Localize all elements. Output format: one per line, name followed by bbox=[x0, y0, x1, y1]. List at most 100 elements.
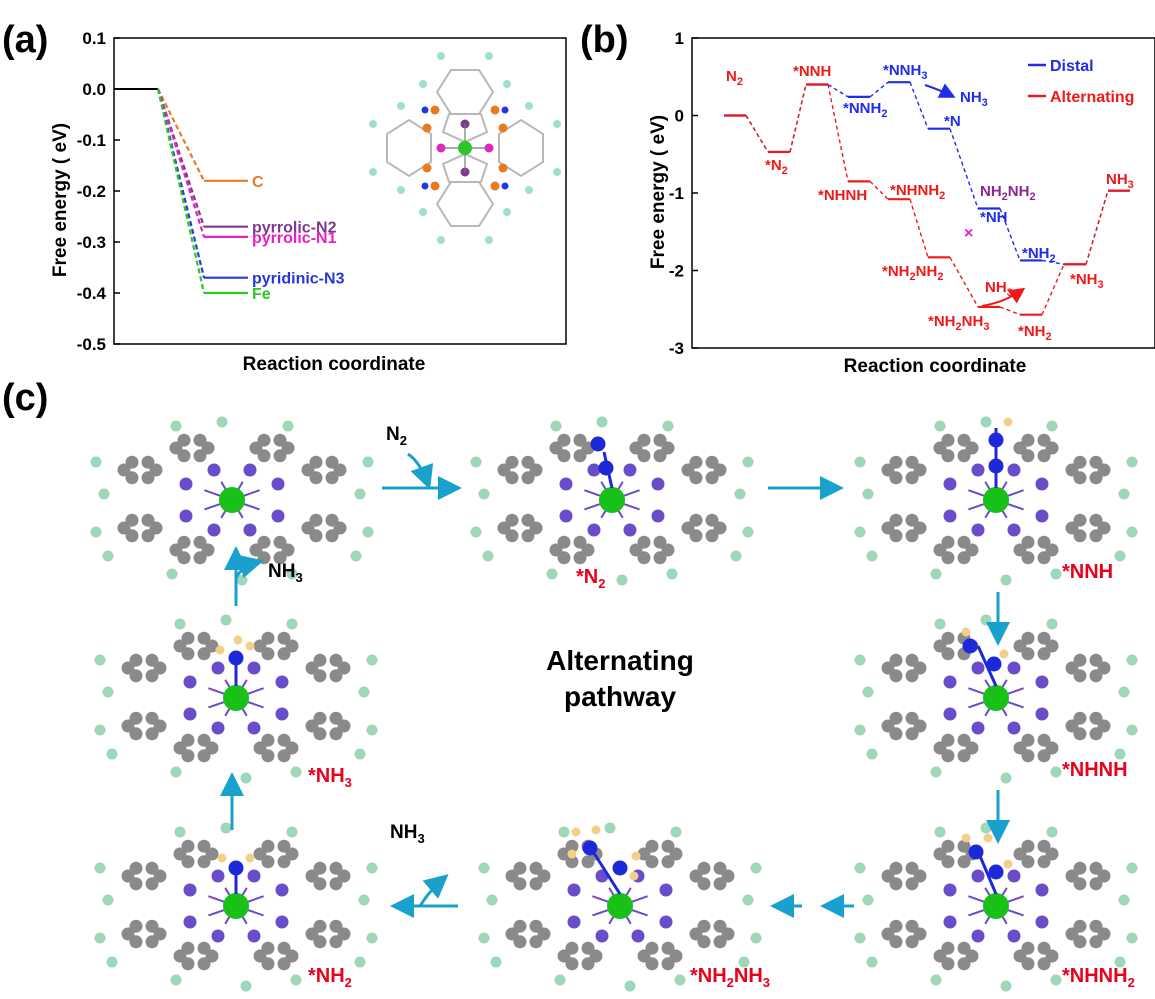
carbon-atom bbox=[521, 471, 535, 485]
carbon-atom bbox=[941, 535, 955, 549]
hydrogen-atom bbox=[624, 980, 636, 992]
hydrogen-atom bbox=[220, 822, 232, 834]
carbon-atom bbox=[277, 749, 291, 763]
hydrogen-atom bbox=[1046, 826, 1058, 838]
nitrogen-atom bbox=[587, 463, 601, 477]
nitrogen-atom bbox=[971, 869, 985, 883]
hydrogen-atom bbox=[1000, 772, 1012, 784]
carbon-atom bbox=[177, 535, 191, 549]
carbon-atom bbox=[645, 839, 659, 853]
carbon-atom bbox=[145, 919, 159, 933]
adsorbate-n-atom bbox=[988, 432, 1004, 448]
carbon-atom bbox=[957, 733, 971, 747]
carbon-atom bbox=[661, 855, 675, 869]
nitrogen-atom bbox=[247, 929, 261, 943]
hydrogen-atom bbox=[550, 420, 562, 432]
carbon-atom bbox=[145, 935, 159, 949]
adsorbate-h-atom bbox=[233, 635, 243, 645]
carbon-atom bbox=[573, 551, 587, 565]
carbon-atom bbox=[337, 661, 351, 675]
carbon-atom bbox=[193, 433, 207, 447]
carbon-atom bbox=[325, 513, 339, 527]
carbon-atom bbox=[1089, 935, 1103, 949]
carbon-atom bbox=[285, 741, 299, 755]
carbon-atom bbox=[905, 711, 919, 725]
state-label-nh2nh3: *NH2NH3 bbox=[690, 965, 770, 990]
panel-b-distal-connector bbox=[999, 208, 1021, 261]
adsorbate-n-atom bbox=[590, 436, 606, 452]
carbon-atom bbox=[889, 471, 903, 485]
panel-b-alternating-connector bbox=[1085, 190, 1109, 265]
hydrogen-atom bbox=[240, 772, 252, 784]
carbon-atom bbox=[153, 719, 167, 733]
panel-a-y-tick-label: -0.5 bbox=[77, 335, 106, 354]
panel-a-y-axis-title: Free energy ( eV) bbox=[50, 123, 71, 277]
carbon-atom bbox=[1089, 455, 1103, 469]
hydrogen-atom bbox=[1050, 974, 1062, 986]
carbon-atom bbox=[689, 927, 703, 941]
panel-c-cycle: (c) Alternating pathway *N2 *NNH *NHNH *… bbox=[2, 377, 1138, 992]
carbon-atom bbox=[721, 869, 735, 883]
carbon-atom bbox=[513, 935, 527, 949]
carbon-atom bbox=[905, 861, 919, 875]
hydrogen-atom bbox=[934, 420, 946, 432]
nitrogen-atom bbox=[211, 869, 225, 883]
carbon-atom bbox=[285, 639, 299, 653]
carbon-atom bbox=[565, 855, 579, 869]
carbon-atom bbox=[689, 869, 703, 883]
carbon-atom bbox=[273, 551, 287, 565]
carbon-atom bbox=[905, 669, 919, 683]
hydrogen-atom bbox=[1118, 686, 1130, 698]
panel-b-letter: (b) bbox=[580, 19, 629, 61]
panel-a-y-tick-label: -0.3 bbox=[77, 233, 106, 252]
hydrogen-atom bbox=[282, 420, 294, 432]
hydrogen-atom bbox=[1126, 862, 1138, 874]
carbon-atom bbox=[645, 957, 659, 971]
carbon-atom bbox=[957, 551, 971, 565]
carbon-atom bbox=[637, 535, 651, 549]
panel-b-chart: (b) 1 0 -1 -2 -3 Free energy ( eV) Reaction … bbox=[580, 19, 1155, 377]
carbon-atom bbox=[1065, 521, 1079, 535]
carbon-atom bbox=[325, 455, 339, 469]
carbon-atom bbox=[257, 535, 271, 549]
panel-b-alternating-connector bbox=[869, 180, 889, 200]
hydrogen-atom bbox=[478, 932, 490, 944]
nitrogen-atom bbox=[207, 523, 221, 537]
hydrogen-atom bbox=[742, 456, 754, 468]
carbon-atom bbox=[505, 513, 519, 527]
hydrogen-atom bbox=[980, 614, 992, 626]
carbon-atom bbox=[557, 535, 571, 549]
carbon-atom bbox=[1021, 855, 1035, 869]
carbon-atom bbox=[1037, 449, 1051, 463]
panel-b-series bbox=[724, 81, 1130, 316]
hydrogen-atom bbox=[470, 456, 482, 468]
panel-b-alternating-connector bbox=[745, 115, 769, 153]
panel-b-distal-connector bbox=[827, 83, 849, 98]
carbon-atom bbox=[889, 919, 903, 933]
hydrogen-atom bbox=[1126, 724, 1138, 736]
carbon-atom bbox=[669, 949, 683, 963]
nitrogen-atom bbox=[243, 463, 257, 477]
carbon-atom bbox=[285, 949, 299, 963]
nitrogen-atom bbox=[247, 661, 261, 675]
hydrogen-atom bbox=[290, 766, 302, 778]
carbon-atom bbox=[181, 839, 195, 853]
hydrogen-atom bbox=[854, 526, 866, 538]
carbon-atom bbox=[117, 521, 131, 535]
panel-a-x-axis-title: Reaction coordinate bbox=[243, 354, 426, 375]
carbon-atom bbox=[325, 471, 339, 485]
carbon-atom bbox=[261, 839, 275, 853]
carbon-atom bbox=[521, 513, 535, 527]
carbon-atom bbox=[309, 471, 323, 485]
panel-a-y-tick-label: -0.4 bbox=[77, 284, 107, 303]
carbon-atom bbox=[1013, 441, 1027, 455]
carbon-atom bbox=[581, 957, 595, 971]
carbon-atom bbox=[253, 847, 267, 861]
hydrogen-atom bbox=[980, 822, 992, 834]
hydrogen-atom bbox=[1118, 894, 1130, 906]
cycle-arrows bbox=[220, 452, 1010, 918]
carbon-atom bbox=[117, 463, 131, 477]
adsorbate-h-atom bbox=[591, 825, 601, 835]
hydrogen-atom bbox=[1046, 420, 1058, 432]
carbon-atom bbox=[957, 957, 971, 971]
